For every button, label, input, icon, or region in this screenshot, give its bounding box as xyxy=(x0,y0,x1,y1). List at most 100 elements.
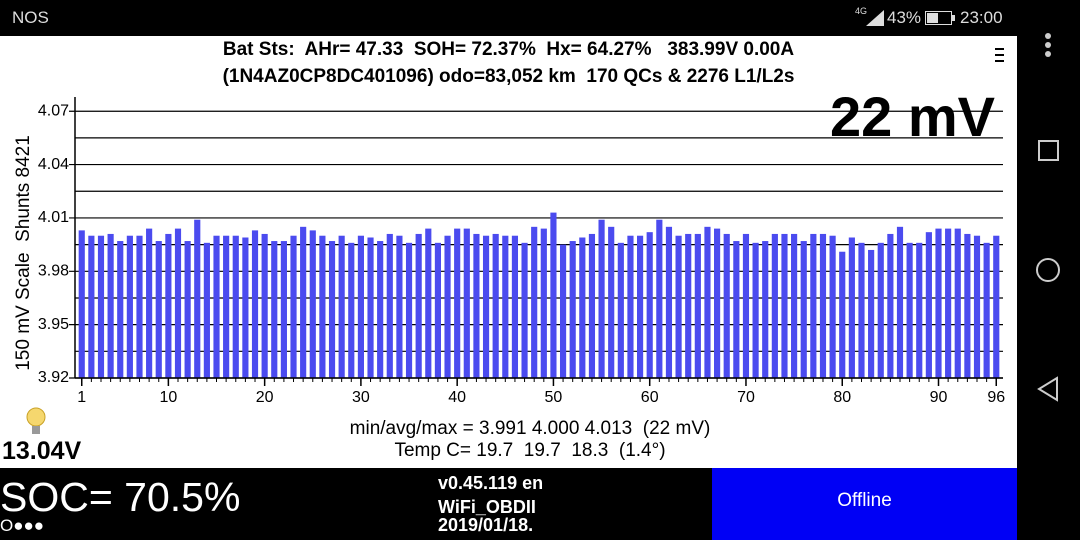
bar xyxy=(232,235,239,378)
bar xyxy=(425,228,432,378)
bar xyxy=(194,219,201,378)
bar xyxy=(791,233,798,378)
aux-voltage: 13.04V xyxy=(2,437,82,465)
bar xyxy=(117,241,124,378)
bar xyxy=(954,228,961,378)
bar xyxy=(646,232,653,378)
x-tick-label: 40 xyxy=(448,389,466,406)
y-axis-label: 150 mV Scale Shunts 8421 xyxy=(13,135,34,371)
bar xyxy=(685,233,692,378)
bar xyxy=(559,244,567,378)
bar xyxy=(386,233,393,378)
bar xyxy=(973,235,981,378)
bar xyxy=(126,235,133,378)
menu-button[interactable] xyxy=(993,44,1007,64)
y-tick-label: 4.01 xyxy=(38,209,69,226)
bar xyxy=(300,226,307,378)
bar xyxy=(531,226,538,378)
bar xyxy=(319,235,326,378)
bar xyxy=(781,233,788,378)
bar xyxy=(800,241,807,378)
bar xyxy=(714,228,721,378)
bar xyxy=(463,228,470,378)
bar xyxy=(242,237,249,378)
bar xyxy=(203,242,210,378)
offline-button[interactable]: Offline xyxy=(712,468,1017,540)
bar xyxy=(107,233,114,378)
bar xyxy=(521,242,528,378)
x-tick-label: 20 xyxy=(256,389,274,406)
bar xyxy=(223,235,230,378)
connection-type: WiFi_OBDII xyxy=(438,497,536,517)
bar xyxy=(636,235,644,378)
nav-bar xyxy=(1017,0,1080,540)
min-avg-max: min/avg/max = 3.991 4.000 4.013 (22 mV) xyxy=(349,418,711,439)
bar xyxy=(752,242,759,378)
bar xyxy=(694,233,701,378)
build-date: 2019/01/18. xyxy=(438,515,534,535)
bar xyxy=(617,242,624,378)
chart: 150 mV Scale Shunts 8421 3.92 3.95 3.98 4.0… xyxy=(13,97,1005,406)
bar xyxy=(858,242,865,378)
bar xyxy=(251,230,259,378)
bar xyxy=(762,241,769,378)
bar xyxy=(444,235,451,378)
bar xyxy=(348,242,355,378)
bar xyxy=(935,228,942,378)
bar xyxy=(608,226,615,378)
bar xyxy=(261,233,268,378)
bar xyxy=(280,241,287,378)
bar xyxy=(598,219,605,378)
x-tick-label: 70 xyxy=(737,389,755,406)
bar xyxy=(579,237,586,378)
bar xyxy=(309,230,316,378)
y-tick-label: 3.92 xyxy=(38,369,69,386)
bar xyxy=(839,251,846,378)
bar xyxy=(405,242,413,378)
x-tick-label: 50 xyxy=(545,389,563,406)
bar xyxy=(771,233,778,378)
bar xyxy=(377,241,384,378)
bar xyxy=(916,242,923,378)
bar xyxy=(136,235,143,378)
status-bar: NOS 4G 43% 23:00 xyxy=(0,0,1080,36)
bar xyxy=(742,233,750,378)
status-dots: O●●● xyxy=(0,516,45,535)
x-tick-label: 96 xyxy=(987,389,1005,406)
bar xyxy=(396,235,403,378)
bar xyxy=(887,233,894,378)
x-tick-label: 1 xyxy=(77,389,86,406)
bar xyxy=(896,226,904,378)
temperature: Temp C= 19.7 19.7 18.3 (1.4°) xyxy=(394,440,666,461)
bottom-bar: SOC= 70.5% O●●● v0.45.119 en WiFi_OBDII … xyxy=(0,468,1017,540)
bar xyxy=(733,241,740,378)
bar xyxy=(906,242,913,378)
y-tick-label: 3.95 xyxy=(38,316,69,333)
clock: 23:00 xyxy=(960,8,1003,27)
bar xyxy=(328,241,336,378)
bar xyxy=(925,232,932,378)
bar xyxy=(415,233,422,378)
bar xyxy=(88,235,95,378)
bar xyxy=(723,233,730,378)
header-line-2: (1N4AZ0CP8DC401096) odo=83,052 km 170 QC… xyxy=(222,66,795,87)
battery-icon xyxy=(925,11,955,25)
bar xyxy=(569,241,576,378)
bar xyxy=(473,233,480,378)
bar xyxy=(338,235,345,378)
bar xyxy=(155,241,162,378)
version: v0.45.119 en xyxy=(438,473,544,493)
x-tick-label: 80 xyxy=(833,389,851,406)
bar xyxy=(704,226,711,378)
bar xyxy=(819,233,827,378)
soc: SOC= 70.5% xyxy=(0,474,241,520)
bar xyxy=(78,230,85,378)
y-tick-label: 4.07 xyxy=(38,102,69,119)
bar xyxy=(290,235,297,378)
bulb-icon xyxy=(26,407,46,434)
bar xyxy=(868,249,875,378)
bar xyxy=(810,233,817,378)
bar xyxy=(511,235,519,378)
x-tick-label: 10 xyxy=(159,389,177,406)
header-line-1: Bat Sts: AHr= 47.33 SOH= 72.37% Hx= 64.2… xyxy=(222,39,795,60)
